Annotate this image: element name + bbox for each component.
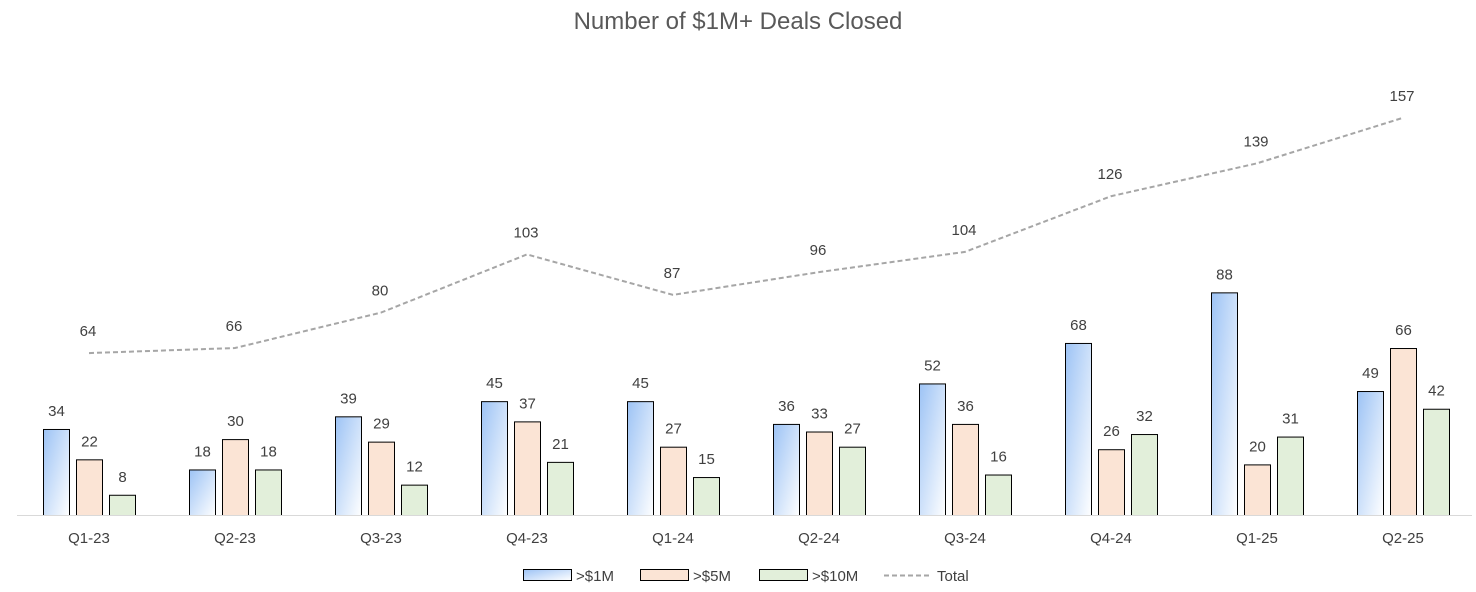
total-data-label: 87 [664, 265, 681, 282]
data-label: 30 [227, 413, 244, 430]
data-label: 45 [632, 375, 649, 392]
data-label: 27 [844, 421, 861, 438]
x-tick-label: Q2-23 [214, 530, 256, 547]
bar-5m-q2-25 [1390, 348, 1417, 516]
bar-1m-q2-25 [1357, 391, 1384, 516]
total-data-label: 157 [1389, 88, 1414, 105]
data-label: 16 [990, 449, 1007, 466]
bar-10m-q2-25 [1423, 408, 1450, 516]
data-label: 88 [1216, 266, 1233, 283]
bar-1m-q4-23 [481, 401, 508, 516]
x-tick-label: Q2-25 [1382, 530, 1424, 547]
total-line-layer [88, 116, 1404, 355]
legend-swatch [640, 569, 689, 581]
data-label: 27 [665, 421, 682, 438]
data-label: 34 [48, 403, 65, 420]
x-tick-label: Q4-24 [1090, 530, 1132, 547]
bar-10m-q1-25 [1277, 436, 1304, 517]
data-label: 20 [1249, 438, 1266, 455]
legend-swatch [523, 569, 572, 581]
data-label: 22 [81, 433, 98, 450]
x-tick-label: Q3-23 [360, 530, 402, 547]
data-label: 37 [519, 395, 536, 412]
x-tick-label: Q1-24 [652, 530, 694, 547]
total-line [88, 116, 1404, 355]
data-label: 26 [1103, 423, 1120, 440]
bar-10m-q4-24 [1131, 434, 1158, 517]
bar-5m-q1-24 [660, 446, 687, 516]
bar-5m-q2-24 [806, 431, 833, 517]
bar-5m-q3-23 [368, 441, 395, 517]
bar-1m-q3-24 [919, 383, 946, 516]
data-labels-layer: 34 22 8 18 30 18 39 29 12 45 37 21 45 27 15 36 33 27 52 36 1… [48, 88, 1445, 486]
data-label: 36 [957, 398, 974, 415]
legend-label: >$10M [812, 568, 858, 585]
data-label: 39 [340, 390, 357, 407]
legend-swatch [759, 569, 808, 581]
bar-1m-q2-23 [189, 469, 216, 516]
bar-5m-q1-25 [1244, 464, 1271, 516]
bars-layer [43, 292, 1450, 517]
x-tick-label: Q1-25 [1236, 530, 1278, 547]
data-label: 68 [1070, 317, 1087, 334]
data-label: 49 [1362, 365, 1379, 382]
data-label: 32 [1136, 408, 1153, 425]
bar-10m-q1-24 [693, 477, 720, 516]
bar-1m-q1-25 [1211, 292, 1238, 516]
x-tick-label: Q2-24 [798, 530, 840, 547]
legend-label: >$5M [693, 568, 731, 585]
bar-5m-q4-24 [1098, 449, 1125, 516]
data-label: 42 [1428, 383, 1445, 400]
data-label: 33 [811, 406, 828, 423]
x-tick-label: Q4-23 [506, 530, 548, 547]
x-tick-label: Q1-23 [68, 530, 110, 547]
data-label: 21 [552, 436, 569, 453]
legend-label: Total [937, 568, 969, 585]
bar-5m-q2-23 [222, 439, 249, 517]
total-data-label: 139 [1243, 133, 1268, 150]
total-data-label: 66 [226, 318, 243, 335]
x-tick-label: Q3-24 [944, 530, 986, 547]
data-label: 66 [1395, 322, 1412, 339]
bar-10m-q2-23 [255, 469, 282, 516]
total-data-label: 104 [951, 222, 976, 239]
legend: >$1M >$5M >$10M Total [523, 568, 969, 585]
bar-1m-q2-24 [773, 423, 800, 517]
bar-10m-q3-24 [985, 474, 1012, 516]
bar-10m-q4-23 [547, 461, 574, 516]
data-label: 8 [118, 469, 126, 486]
data-label: 18 [260, 443, 277, 460]
bar-5m-q4-23 [514, 421, 541, 517]
bar-1m-q1-23 [43, 428, 70, 517]
data-label: 15 [698, 451, 715, 468]
bar-5m-q3-24 [952, 423, 979, 517]
bar-10m-q3-23 [401, 484, 428, 517]
total-data-label: 103 [513, 224, 538, 241]
data-label: 36 [778, 398, 795, 415]
data-label: 31 [1282, 411, 1299, 428]
total-data-label: 96 [810, 242, 827, 259]
bar-1m-q4-24 [1065, 342, 1092, 516]
data-label: 18 [194, 443, 211, 460]
total-data-label: 64 [80, 323, 97, 340]
data-label: 45 [486, 375, 503, 392]
bar-5m-q1-23 [76, 459, 103, 516]
total-data-label: 126 [1097, 166, 1122, 183]
bar-1m-q3-23 [335, 416, 362, 516]
chart-title: Number of $1M+ Deals Closed [573, 8, 903, 35]
bar-10m-q1-23 [109, 494, 136, 517]
x-axis-tick-labels: Q1-23 Q2-23 Q3-23 Q4-23 Q1-24 Q2-24 Q3-24 Q4-24… [68, 530, 1424, 547]
data-label: 52 [924, 357, 941, 374]
data-label: 29 [373, 416, 390, 433]
total-data-label: 80 [372, 283, 389, 300]
bar-1m-q1-24 [627, 401, 654, 516]
bar-10m-q2-24 [839, 446, 866, 516]
legend-label: >$1M [576, 568, 614, 585]
data-label: 12 [406, 459, 423, 476]
